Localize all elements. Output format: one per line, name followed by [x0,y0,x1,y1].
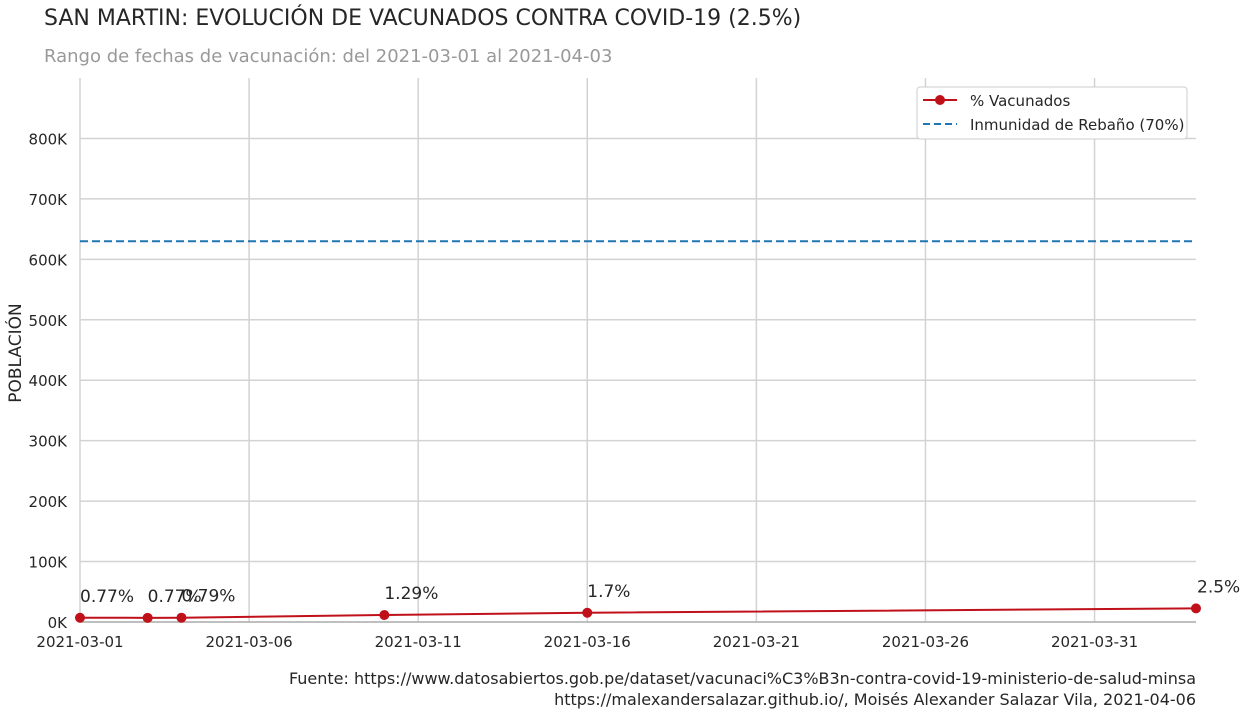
chart-title: SAN MARTIN: EVOLUCIÓN DE VACUNADOS CONTR… [44,6,802,31]
source-note: Fuente: https://www.datosabiertos.gob.pe… [289,668,1196,710]
x-tick-label: 2021-03-16 [544,633,631,651]
x-tick-label: 2021-03-21 [713,633,800,651]
chart-subtitle: Rango de fechas de vacunación: del 2021-… [44,46,613,67]
vaccinated-point [1191,603,1201,614]
vaccinated-point [379,609,390,620]
legend-box [916,86,1188,140]
y-tick-label: 500K [29,312,69,330]
grid-layer [79,78,1196,622]
data-label: 0.77% [148,587,202,607]
legend-herd-label: Inmunidad de Rebaño (70%) [970,116,1184,134]
y-tick-label: 0K [48,614,69,632]
data-label-layer: 0.77% 0.77%0.79% 1.29% 1.7% 2.5% [80,577,1240,606]
vaccinated-point [142,612,153,623]
y-tick-label: 800K [29,130,69,148]
legend-vaccinated-marker [935,95,945,105]
y-tick-label: 700K [29,191,69,209]
data-label: 0.77% [80,587,134,607]
legend: % Vacunados Inmunidad de Rebaño (70%) [916,86,1188,140]
vaccinated-point [75,612,85,623]
vaccinated-point [176,612,187,623]
x-tick-label: 2021-03-11 [375,633,462,651]
source-line-1: Fuente: https://www.datosabiertos.gob.pe… [288,669,1196,688]
source-line-2: https://malexandersalazar.github.io/, Mo… [554,690,1196,709]
axis-layer: 0K 100K 200K 300K 400K 500K 600K 700K 800K 2021-0… [29,130,1196,651]
x-tick-label: 2021-03-01 [36,633,123,651]
series-layer [75,240,1201,623]
vaccinated-point [582,607,593,618]
y-tick-label: 100K [29,554,69,572]
y-axis-label: POBLACIÓN [4,303,26,402]
data-label: 1.29% [384,584,438,604]
legend-vaccinated-label: % Vacunados [970,92,1070,110]
y-tick-label: 600K [29,251,69,269]
data-label: 1.7% [587,582,630,602]
x-tick-label: 2021-03-26 [882,633,969,651]
y-tick-label: 300K [29,433,69,451]
data-label: 0.79% [181,587,235,607]
x-tick-label: 2021-03-31 [1051,633,1138,651]
y-tick-label: 400K [29,372,69,390]
data-label: 2.5% [1197,577,1240,597]
vaccinated-line [79,607,1197,619]
x-tick-label: 2021-03-06 [205,633,292,651]
y-tick-label: 200K [29,493,69,511]
